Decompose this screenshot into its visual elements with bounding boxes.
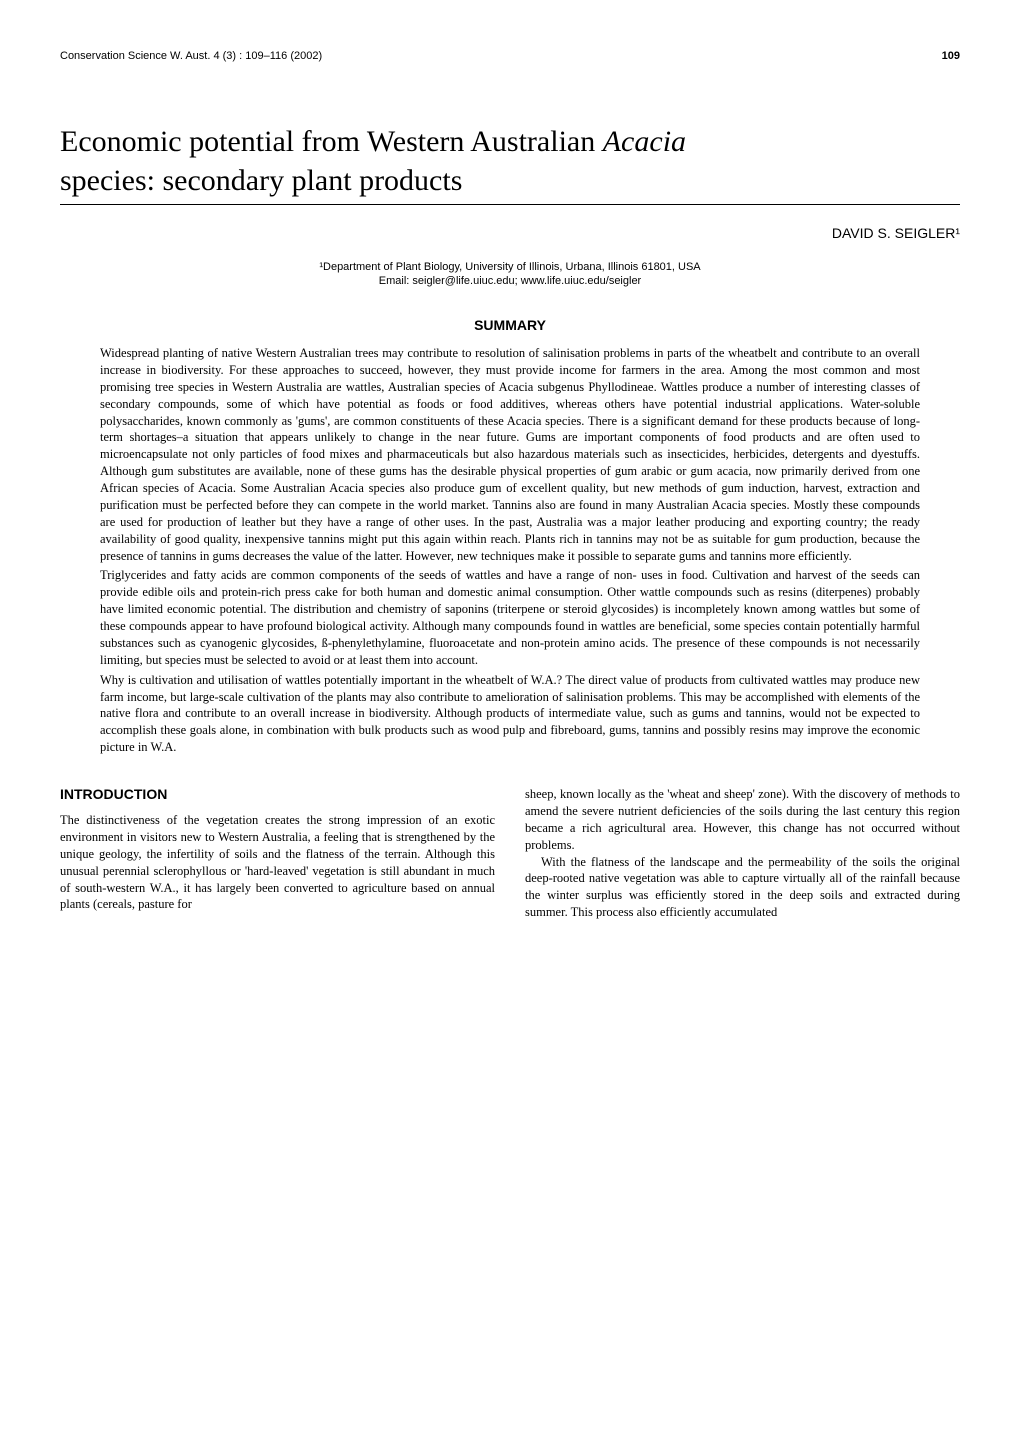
- author-affiliation: ¹Department of Plant Biology, University…: [60, 261, 960, 273]
- author-email: Email: seigler@life.uiuc.edu; www.life.u…: [60, 275, 960, 287]
- title-italic: Acacia: [603, 125, 686, 158]
- introduction-columns: INTRODUCTION The distinctiveness of the …: [60, 786, 960, 921]
- column-left: INTRODUCTION The distinctiveness of the …: [60, 786, 495, 921]
- journal-reference: Conservation Science W. Aust. 4 (3) : 10…: [60, 50, 322, 62]
- intro-right-paragraph-1: sheep, known locally as the 'wheat and s…: [525, 786, 960, 854]
- intro-right-paragraph-2: With the flatness of the landscape and t…: [525, 854, 960, 922]
- page-number: 109: [942, 50, 960, 62]
- summary-paragraph-3: Why is cultivation and utilisation of wa…: [100, 672, 920, 756]
- title-line2: species: secondary plant products: [60, 164, 462, 197]
- title-prefix: Economic potential from Western Australi…: [60, 125, 603, 158]
- page-header: Conservation Science W. Aust. 4 (3) : 10…: [60, 50, 960, 62]
- article-title: Economic potential from Western Australi…: [60, 122, 960, 205]
- summary-paragraph-2: Triglycerides and fatty acids are common…: [100, 567, 920, 668]
- author-name: DAVID S. SEIGLER¹: [60, 225, 960, 241]
- intro-left-paragraph-1: The distinctiveness of the vegetation cr…: [60, 812, 495, 913]
- summary-block: Widespread planting of native Western Au…: [100, 345, 920, 756]
- summary-paragraph-1: Widespread planting of native Western Au…: [100, 345, 920, 564]
- introduction-heading: INTRODUCTION: [60, 786, 495, 802]
- column-right: sheep, known locally as the 'wheat and s…: [525, 786, 960, 921]
- summary-heading: SUMMARY: [60, 317, 960, 333]
